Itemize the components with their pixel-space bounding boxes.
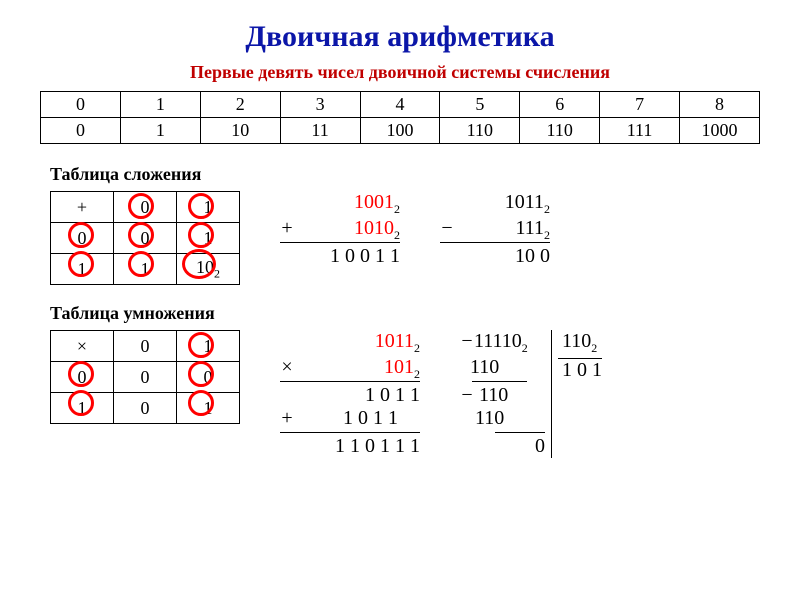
cell: 3 [280,92,360,118]
cell: 0 [41,92,121,118]
addition-table: + 0 1 0 0 1 1 1 102 [50,191,240,285]
division-example: −111102 110 − 110 110 0 1102 1 0 1 [460,330,602,458]
cell: 11 [280,118,360,144]
cell: 1 [120,92,200,118]
cell: 7 [600,92,680,118]
numbers-table: 0 1 2 3 4 5 6 7 8 0 1 10 11 100 110 110 … [40,91,760,144]
cell: 2 [200,92,280,118]
cell: 0 [114,362,177,393]
cell: 100 [360,118,440,144]
cell: 6 [520,92,600,118]
circle-icon [188,390,214,416]
op-symbol: + [51,192,114,223]
cell: 1 [120,118,200,144]
multiplication-example: 10112 ×1012 1 0 1 1 +1 0 1 1 1 1 0 1 1 1 [280,330,420,458]
circle-icon [188,332,214,358]
circle-icon [68,222,94,248]
header-cell: 0 [114,331,177,362]
cell: 10 [200,118,280,144]
op-symbol: × [51,331,114,362]
multiplication-label: Таблица умножения [50,303,760,324]
cell: 110 [440,118,520,144]
circle-icon [182,249,216,279]
addition-row: + 0 1 0 0 1 1 1 102 10012 +10102 [40,191,760,285]
circle-icon [68,390,94,416]
circle-icon [188,361,214,387]
cell: 5 [440,92,520,118]
circle-icon [128,193,154,219]
multiplication-row: × 0 1 0 0 0 1 0 1 10112 ×1012 1 0 1 1 +1… [40,330,760,458]
addition-example-2: 10112 −1112 10 0 [440,191,550,268]
cell: 8 [680,92,760,118]
subtitle: Первые девять чисел двоичной системы счи… [40,62,760,83]
cell: 111 [600,118,680,144]
multiplication-table: × 0 1 0 0 0 1 0 1 [50,330,240,424]
cell: 1000 [680,118,760,144]
circle-icon [68,361,94,387]
circle-icon [188,193,214,219]
addition-example-1: 10012 +10102 1 0 0 1 1 [280,191,400,268]
cell: 0 [41,118,121,144]
circle-icon [68,251,94,277]
cell: 0 [114,393,177,424]
circle-icon [128,222,154,248]
table-row: 0 1 10 11 100 110 110 111 1000 [41,118,760,144]
circle-icon [128,251,154,277]
page-title: Двоичная арифметика [40,20,760,54]
cell: 110 [520,118,600,144]
circle-icon [188,222,214,248]
cell: 4 [360,92,440,118]
table-row: 0 1 2 3 4 5 6 7 8 [41,92,760,118]
addition-label: Таблица сложения [50,164,760,185]
